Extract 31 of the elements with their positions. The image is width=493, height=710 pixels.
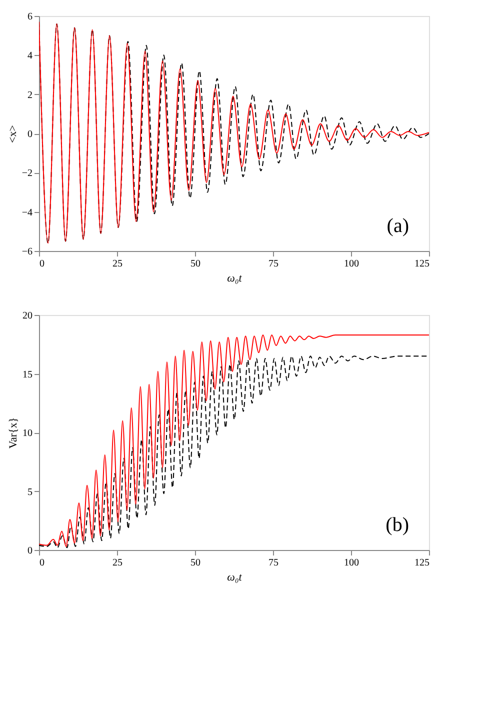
- x-tick-label: 25: [112, 558, 122, 568]
- x-tick-label: 0: [40, 258, 44, 270]
- x-tick-label: 50: [190, 558, 200, 568]
- y-tick-label: −6: [22, 246, 32, 258]
- annotation: (a): [386, 215, 409, 237]
- y-tick-label: 0: [28, 546, 32, 556]
- y-axis-title: <x>: [6, 125, 19, 143]
- x-tick-label: 0: [40, 558, 44, 568]
- x-axis-title: ω₀t: [227, 572, 243, 584]
- y-tick-label: 0: [28, 129, 32, 140]
- x-tick-label: 25: [112, 258, 122, 270]
- y-tick-label: 10: [22, 428, 32, 439]
- y-tick-label: 2: [28, 90, 32, 101]
- y-tick-label: 20: [22, 310, 32, 322]
- x-tick-label: 125: [414, 558, 430, 568]
- y-tick-label: −2: [22, 168, 32, 180]
- x-tick-label: 125: [414, 258, 430, 270]
- x-tick-label: 50: [190, 258, 200, 270]
- y-tick-label: 4: [28, 50, 32, 62]
- x-tick-label: 100: [344, 258, 359, 270]
- x-tick-label: 75: [268, 558, 278, 568]
- y-axis-title: Var{x}: [8, 417, 20, 449]
- line-series: [39, 21, 429, 244]
- y-tick-label: 5: [28, 486, 32, 498]
- x-axis-title: ω₀t: [227, 272, 243, 284]
- x-tick-label: 75: [268, 258, 278, 270]
- annotation: (b): [386, 514, 409, 536]
- y-tick-label: 15: [22, 369, 32, 380]
- y-tick-label: 6: [28, 12, 32, 22]
- y-tick-label: −4: [22, 207, 32, 218]
- x-tick-label: 100: [344, 558, 359, 568]
